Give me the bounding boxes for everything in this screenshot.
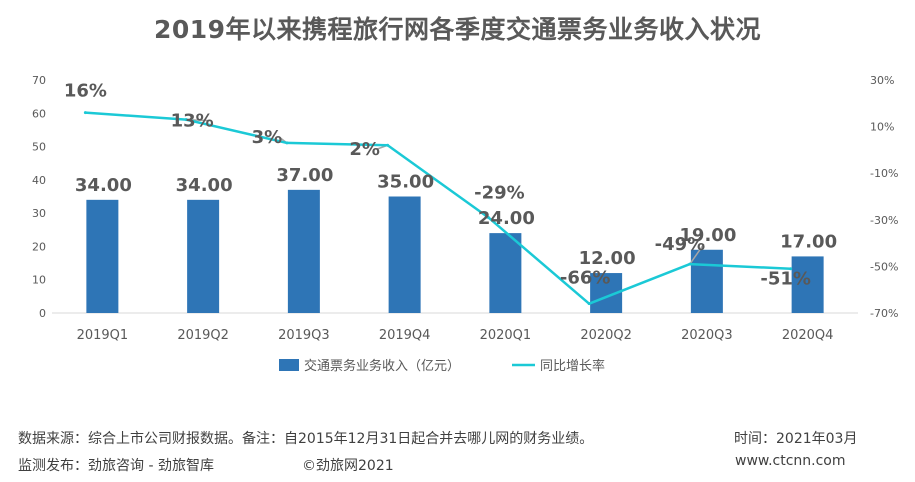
left-axis-tick-label: 70 bbox=[32, 74, 46, 87]
bar-data-label: 17.00 bbox=[780, 231, 837, 252]
footer-source-note: 数据来源：综合上市公司财报数据。备注：自2015年12月31日起合并去哪儿网的财… bbox=[18, 431, 594, 447]
footer-time: 时间：2021年03月 bbox=[734, 431, 858, 447]
bar-data-label: 34.00 bbox=[75, 175, 132, 196]
bar bbox=[388, 196, 421, 313]
x-axis-tick-label: 2019Q4 bbox=[379, 328, 431, 343]
left-axis-tick-label: 30 bbox=[32, 207, 46, 220]
left-axis-tick-label: 60 bbox=[32, 107, 46, 120]
line-data-label: -66% bbox=[560, 268, 611, 289]
bar bbox=[287, 189, 320, 313]
line-data-label: -49% bbox=[655, 234, 706, 255]
bar bbox=[86, 199, 119, 313]
line-point bbox=[486, 215, 490, 219]
x-axis-tick-label: 2020Q4 bbox=[782, 328, 834, 343]
bar-data-label: 24.00 bbox=[478, 208, 535, 229]
left-axis-tick-label: 10 bbox=[32, 274, 46, 287]
right-axis-tick-label: -50% bbox=[870, 260, 898, 273]
revenue-growth-chart: 0 10 20 30 40 50 60 70 -70% -50% -30% -10% 10% 30% 2… bbox=[32, 74, 898, 374]
legend-bar-swatch bbox=[279, 359, 299, 371]
right-axis-tick-label: -70% bbox=[870, 307, 898, 320]
line-point bbox=[789, 267, 793, 271]
bar bbox=[489, 233, 522, 313]
bar-data-labels: 34.00 34.00 37.00 35.00 24.00 12.00 19.00 17.00 bbox=[75, 165, 837, 269]
x-axis-tick-label: 2019Q2 bbox=[177, 328, 229, 343]
x-axis-tick-label: 2020Q2 bbox=[580, 328, 632, 343]
bar-data-label: 34.00 bbox=[176, 175, 233, 196]
x-axis: 2019Q1 2019Q2 2019Q3 2019Q4 2020Q1 2020Q2 2020… bbox=[52, 312, 858, 343]
line-data-label: 13% bbox=[171, 111, 214, 132]
line-point bbox=[184, 118, 188, 122]
bar bbox=[791, 256, 824, 313]
bar-data-label: 12.00 bbox=[579, 248, 636, 269]
line-point bbox=[587, 302, 591, 306]
bar-data-label: 35.00 bbox=[377, 172, 434, 193]
line-data-label: 16% bbox=[64, 81, 107, 102]
legend-line-label: 同比增长率 bbox=[540, 358, 605, 374]
x-axis-tick-label: 2020Q1 bbox=[480, 328, 532, 343]
footer-copyright: ©劲旅网2021 bbox=[302, 458, 394, 474]
right-axis-tick-label: -30% bbox=[870, 214, 898, 227]
footer-publisher: 监测发布：劲旅咨询 - 劲旅智库 bbox=[18, 458, 214, 474]
right-axis: -70% -50% -30% -10% 10% 30% bbox=[870, 74, 898, 320]
x-axis-tick-label: 2019Q3 bbox=[278, 328, 330, 343]
right-axis-tick-label: 10% bbox=[870, 121, 894, 134]
line-data-label: 3% bbox=[252, 127, 283, 148]
line-point bbox=[285, 141, 289, 145]
right-axis-tick-label: 30% bbox=[870, 74, 894, 87]
line-series bbox=[83, 111, 793, 306]
x-axis-tick-label: 2020Q3 bbox=[681, 328, 733, 343]
bar bbox=[690, 249, 723, 313]
bar-data-label: 37.00 bbox=[276, 165, 333, 186]
left-axis-tick-label: 20 bbox=[32, 240, 46, 253]
left-axis: 0 10 20 30 40 50 60 70 bbox=[32, 74, 46, 320]
footer-website: www.ctcnn.com bbox=[735, 453, 846, 469]
line-point bbox=[83, 111, 87, 115]
bar-data-label: 19.00 bbox=[679, 225, 736, 246]
bar bbox=[187, 199, 220, 313]
line-point bbox=[688, 262, 692, 266]
left-axis-tick-label: 0 bbox=[39, 307, 46, 320]
x-axis-tick-label: 2019Q1 bbox=[77, 328, 129, 343]
left-axis-tick-label: 40 bbox=[32, 174, 46, 187]
growth-rate-line bbox=[85, 111, 791, 305]
line-data-label: -29% bbox=[474, 182, 525, 203]
legend-bar-label: 交通票务业务收入（亿元） bbox=[304, 358, 460, 374]
label-leader-line bbox=[689, 243, 705, 265]
left-axis-tick-label: 50 bbox=[32, 141, 46, 154]
chart-title: 2019年以来携程旅行网各季度交通票务业务收入状况 bbox=[153, 15, 762, 44]
line-point bbox=[386, 143, 390, 147]
line-data-label: -51% bbox=[760, 269, 811, 290]
bar-series bbox=[86, 189, 824, 313]
line-data-label: 2% bbox=[349, 139, 380, 160]
legend: 交通票务业务收入（亿元） 同比增长率 bbox=[279, 358, 605, 374]
line-data-labels: 16% 13% 3% 2% -29% -66% -49% -51% bbox=[64, 81, 811, 290]
right-axis-tick-label: -10% bbox=[870, 167, 898, 180]
